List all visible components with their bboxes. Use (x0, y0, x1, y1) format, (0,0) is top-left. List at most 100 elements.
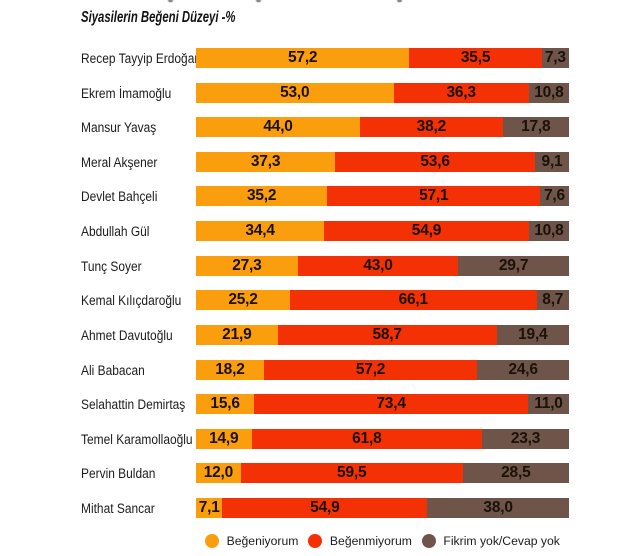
stacked-bar: 15,6 73,4 11,0 (196, 394, 569, 415)
stacked-bar: 44,0 38,2 17,8 (196, 117, 569, 138)
value-label-disapprove: 59,5 (337, 464, 367, 482)
legend-dot-icon (205, 533, 220, 548)
bar-segment-approve: 35,2 (196, 186, 328, 207)
value-label-approve: 21,9 (222, 325, 252, 343)
value-label-approve: 15,6 (210, 395, 240, 413)
bar-segment-disapprove: 66,1 (290, 290, 537, 311)
bar-segment-no-opinion: 10,8 (528, 82, 569, 103)
value-label-disapprove: 58,7 (372, 325, 402, 343)
category-label: Selahattin Demirtaş (81, 397, 186, 413)
value-label-approve: 7,1 (198, 499, 220, 516)
legend-item: Beğeniyorum (205, 533, 299, 548)
bar-segment-approve: 21,9 (196, 324, 278, 345)
value-label-approve: 18,2 (215, 360, 245, 378)
value-label-disapprove: 66,1 (398, 291, 429, 309)
bar-segment-disapprove: 36,3 (393, 82, 529, 103)
value-label-approve: 44,0 (263, 118, 293, 136)
bar-segment-no-opinion: 11,0 (527, 394, 569, 415)
value-label-disapprove: 54,9 (310, 499, 340, 516)
legend-item: Fikrim yok/Cevap yok (421, 533, 560, 548)
value-label-no-opinion: 7,6 (543, 187, 565, 205)
value-label-no-opinion: 23,3 (510, 429, 541, 447)
value-label-approve: 53,0 (280, 83, 310, 101)
value-label-disapprove: 73,4 (376, 395, 406, 413)
stacked-bar: 7,1 54,9 38,0 (196, 498, 569, 518)
bar-row: Ali Babacan 18,2 57,2 24,6 (0, 359, 640, 380)
value-label-no-opinion: 9,1 (541, 152, 563, 170)
bar-segment-no-opinion: 28,5 (462, 463, 569, 484)
bar-segment-no-opinion: 29,7 (458, 255, 569, 276)
stacked-bar: 34,4 54,9 10,8 (196, 221, 569, 242)
legend-item: Beğenmiyorum (308, 533, 412, 548)
bar-row: Ahmet Davutoğlu 21,9 58,7 19,4 (0, 324, 640, 345)
stacked-bar: 27,3 43,0 29,7 (196, 255, 569, 276)
category-label: Meral Akşener (81, 154, 158, 170)
value-label-no-opinion: 10,8 (534, 222, 564, 240)
bar-segment-approve: 15,6 (196, 394, 255, 415)
value-label-approve: 14,9 (209, 429, 239, 447)
bar-row: Meral Akşener 37,3 53,6 9,1 (0, 151, 640, 172)
bar-segment-disapprove: 58,7 (277, 324, 497, 345)
stacked-bar: 25,2 66,1 8,7 (196, 290, 569, 311)
bar-segment-disapprove: 73,4 (254, 394, 528, 415)
stacked-bar: 53,0 36,3 10,8 (196, 82, 569, 103)
category-label: Temel Karamollaoğlu (81, 431, 193, 447)
value-label-disapprove: 36,3 (446, 83, 476, 101)
bar-segment-approve: 34,4 (196, 221, 325, 242)
bar-row: Ekrem İmamoğlu 53,0 36,3 10,8 (0, 82, 640, 103)
stacked-bar: 35,2 57,1 7,6 (196, 186, 569, 207)
category-label: Mithat Sancar (81, 501, 155, 516)
bar-segment-disapprove: 38,2 (360, 117, 503, 138)
stacked-bar: 18,2 57,2 24,6 (196, 359, 569, 380)
bar-segment-disapprove: 43,0 (297, 255, 459, 276)
value-label-disapprove: 53,6 (420, 152, 450, 170)
bar-row: Recep Tayyip Erdoğan 57,2 35,5 7,3 (0, 48, 640, 68)
category-label: Pervin Buldan (81, 466, 156, 482)
bar-row: Selahattin Demirtaş 15,6 73,4 11,0 (0, 394, 640, 415)
value-label-no-opinion: 19,4 (518, 325, 548, 343)
cropped-text-remnant-1 (168, 0, 173, 2)
bar-segment-no-opinion: 8,7 (536, 290, 569, 311)
bar-segment-approve: 53,0 (196, 82, 394, 103)
bar-segment-no-opinion: 24,6 (477, 359, 569, 380)
category-label: Ekrem İmamoğlu (81, 85, 172, 101)
value-label-no-opinion: 29,7 (498, 256, 529, 274)
value-label-no-opinion: 10,8 (534, 83, 564, 101)
bar-segment-approve: 12,0 (196, 463, 241, 484)
value-label-approve: 27,3 (232, 256, 262, 274)
bar-row: Mithat Sancar 7,1 54,9 38,0 (0, 498, 640, 518)
bar-segment-disapprove: 61,8 (251, 428, 483, 449)
value-label-no-opinion: 7,3 (544, 49, 566, 66)
bar-row: Tunç Soyer 27,3 43,0 29,7 (0, 255, 640, 276)
bar-segment-no-opinion: 23,3 (482, 428, 569, 449)
stacked-bar: 57,2 35,5 7,3 (196, 48, 569, 68)
bar-segment-disapprove: 57,2 (263, 359, 478, 380)
bar-segment-no-opinion: 7,6 (540, 186, 569, 207)
bar-segment-no-opinion: 7,3 (541, 48, 569, 68)
value-label-no-opinion: 17,8 (521, 118, 551, 136)
bar-segment-approve: 57,2 (196, 48, 410, 68)
category-label: Recep Tayyip Erdoğan (81, 51, 202, 66)
stacked-bar: 12,0 59,5 28,5 (196, 463, 569, 484)
bar-row: Abdullah Gül 34,4 54,9 10,8 (0, 221, 640, 242)
legend: Beğeniyorum Beğenmiyorum Fikrim yok/Ceva… (196, 533, 569, 548)
bar-segment-disapprove: 54,9 (324, 221, 529, 242)
bar-row: Devlet Bahçeli 35,2 57,1 7,6 (0, 186, 640, 207)
value-label-approve: 25,2 (228, 291, 258, 309)
bar-segment-approve: 14,9 (196, 428, 252, 449)
bar-segment-no-opinion: 19,4 (496, 324, 569, 345)
legend-dot-icon (308, 533, 323, 548)
category-label: Mansur Yavaş (81, 120, 157, 136)
value-label-no-opinion: 28,5 (501, 464, 531, 482)
legend-dot-icon (421, 533, 436, 548)
value-label-approve: 57,2 (287, 49, 318, 66)
value-label-no-opinion: 38,0 (483, 499, 513, 516)
value-label-disapprove: 61,8 (352, 429, 382, 447)
value-label-approve: 37,3 (250, 152, 281, 170)
category-label: Devlet Bahçeli (81, 189, 158, 205)
cropped-text-remnant-2 (256, 0, 261, 2)
bar-row: Kemal Kılıçdaroğlu 25,2 66,1 8,7 (0, 290, 640, 311)
legend-item-label: Beğeniyorum (226, 533, 299, 548)
value-label-disapprove: 57,2 (355, 360, 386, 378)
